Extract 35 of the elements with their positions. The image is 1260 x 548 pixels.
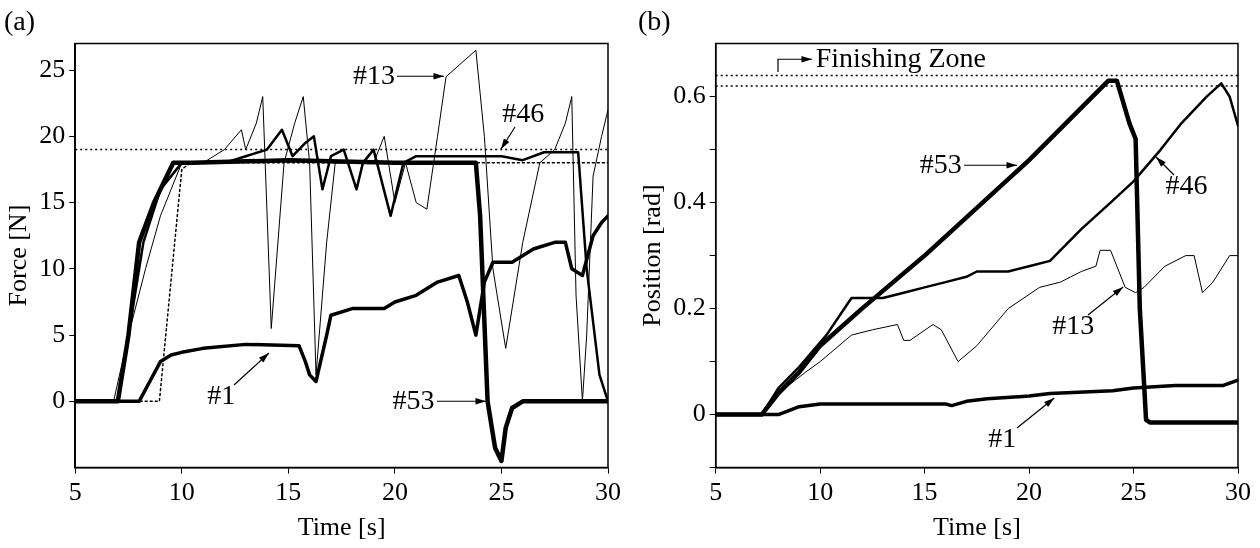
y-tick-label: 15 — [39, 186, 66, 216]
annotation: #13 — [353, 59, 396, 91]
y-tick-label: 5 — [52, 318, 66, 348]
x-tick-label: 20 — [381, 477, 408, 507]
x-axis-title: Time [s] — [932, 512, 1021, 542]
y-axis-title: Force [N] — [3, 204, 33, 307]
annotation: #53 — [392, 383, 435, 415]
x-tick-label: 10 — [168, 477, 195, 507]
y-tick-label: 0.2 — [673, 292, 706, 322]
annotation: #13 — [1052, 309, 1095, 341]
y-tick-label: 25 — [39, 53, 66, 83]
y-tick-label: 0 — [52, 385, 66, 415]
ref-line-label: Finishing Zone — [815, 41, 987, 73]
x-tick-label: 15 — [275, 477, 302, 507]
x-axis-title: Time [s] — [297, 512, 386, 542]
y-tick-label: 0.6 — [673, 80, 706, 110]
annotation: #46 — [1165, 169, 1208, 201]
x-tick-label: 30 — [595, 477, 621, 507]
annotation: #46 — [502, 97, 545, 129]
y-tick-label: 0 — [692, 398, 706, 428]
x-tick-label: 25 — [488, 477, 515, 507]
chart-title: (b) — [638, 5, 671, 37]
annotation: #53 — [919, 147, 962, 179]
y-axis-title: Position [rad] — [637, 184, 667, 327]
x-tick-label: 20 — [1016, 477, 1043, 507]
y-tick-label: 10 — [39, 252, 66, 282]
annotation: #1 — [207, 379, 236, 411]
y-tick-label: 0.4 — [673, 186, 706, 216]
chart-title: (a) — [4, 5, 36, 37]
annotation: #1 — [988, 421, 1017, 453]
x-tick-label: 25 — [1120, 477, 1147, 507]
x-tick-label: 10 — [807, 477, 834, 507]
y-tick-label: 20 — [39, 120, 66, 150]
x-tick-label: 15 — [911, 477, 938, 507]
x-tick-label: 30 — [1225, 477, 1251, 507]
